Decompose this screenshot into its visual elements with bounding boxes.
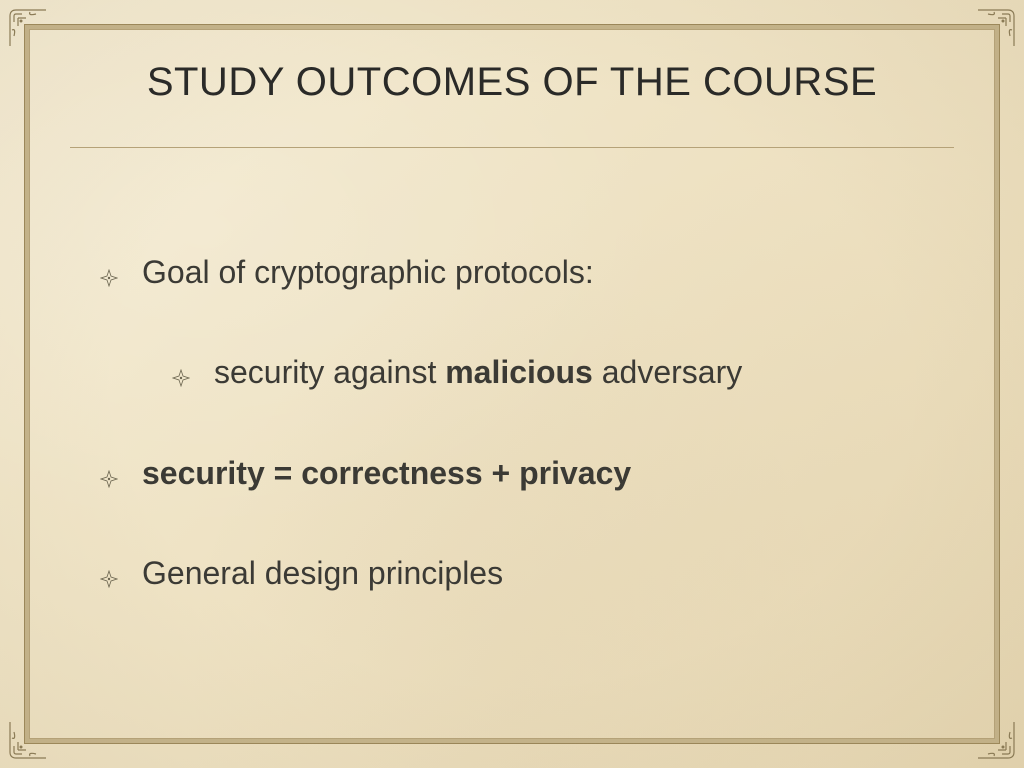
bullet-item-3: General design principles (100, 554, 954, 592)
slide-title: STUDY OUTCOMES OF THE COURSE (70, 60, 954, 148)
bullet-icon (100, 470, 118, 488)
bullet-list: Goal of cryptographic protocols: securit… (70, 158, 954, 593)
bullet-text-2: security = correctness + privacy (142, 454, 631, 492)
slide-content: STUDY OUTCOMES OF THE COURSE Goal of cry… (0, 0, 1024, 768)
bullet-text-1: Goal of cryptographic protocols: (142, 253, 594, 291)
bullet-text-1-sub: security against malicious adversary (214, 353, 742, 391)
bullet-item-2: security = correctness + privacy (100, 454, 954, 492)
bullet-item-1-sub: security against malicious adversary (100, 353, 954, 391)
corner-ornament-top-left-icon (8, 8, 48, 48)
sub-bold: malicious (445, 354, 593, 390)
bullet-icon (172, 369, 190, 387)
corner-ornament-bottom-left-icon (8, 720, 48, 760)
bullet-item-1: Goal of cryptographic protocols: (100, 253, 954, 291)
corner-ornament-bottom-right-icon (976, 720, 1016, 760)
bullet-text-3: General design principles (142, 554, 503, 592)
bullet-icon (100, 570, 118, 588)
bullet-icon (100, 269, 118, 287)
sub-prefix: security against (214, 354, 445, 390)
corner-ornament-top-right-icon (976, 8, 1016, 48)
sub-suffix: adversary (593, 354, 742, 390)
